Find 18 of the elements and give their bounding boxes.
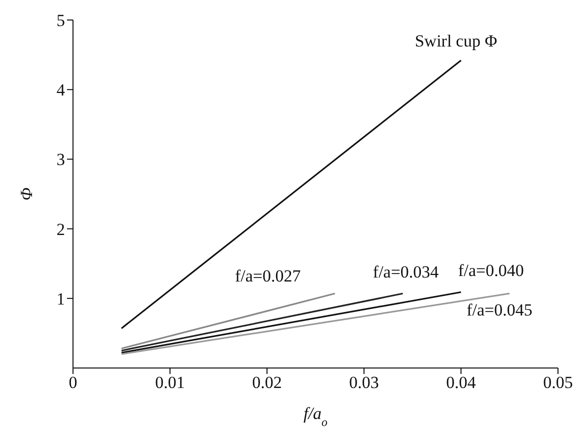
y-tick-label: 2 xyxy=(56,220,65,239)
series-label: f/a=0.040 xyxy=(458,261,524,280)
y-tick-label: 5 xyxy=(56,11,65,30)
y-axis-title: Φ xyxy=(17,187,36,200)
x-tick-label: 0.03 xyxy=(349,373,379,392)
x-tick-label: 0 xyxy=(68,373,78,392)
x-tick-label: 0.04 xyxy=(446,373,476,392)
x-tick-label: 0.02 xyxy=(252,373,282,392)
y-tick-label: 1 xyxy=(56,289,65,308)
series-label: f/a=0.034 xyxy=(372,262,440,282)
y-tick-label: 4 xyxy=(56,80,66,100)
x-tick-label: 0.05 xyxy=(543,373,573,392)
series-label: f/a=0.027 xyxy=(235,266,302,286)
series-label: Swirl cup Φ xyxy=(414,31,498,50)
x-axis-title: f/a$_{o}$ xyxy=(304,404,328,429)
x-tick-label: 0.01 xyxy=(155,373,185,392)
series-label: f/a=0.045 xyxy=(466,300,532,320)
y-tick-label: 3 xyxy=(56,150,65,170)
